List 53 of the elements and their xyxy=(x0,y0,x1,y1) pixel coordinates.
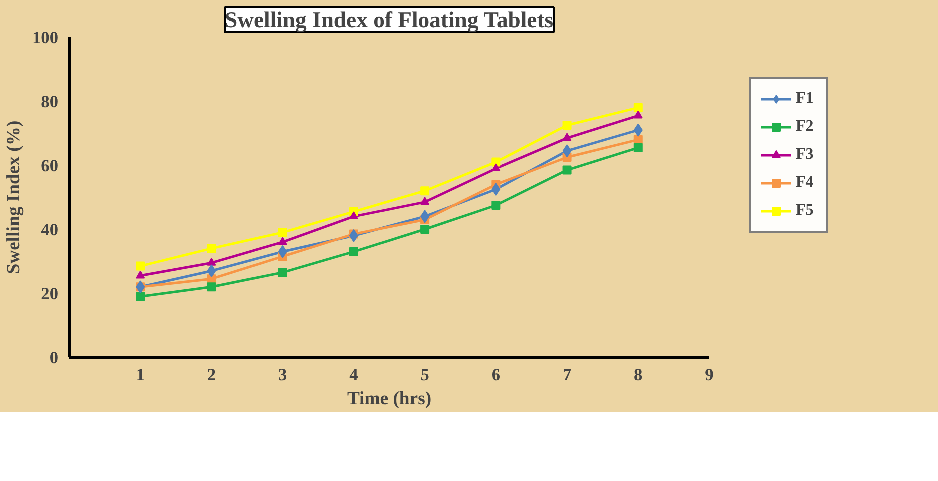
x-tick-label: 3 xyxy=(278,366,288,384)
point xyxy=(136,270,146,279)
point xyxy=(136,292,146,302)
legend-label: F2 xyxy=(796,118,815,136)
legend-label: F3 xyxy=(796,146,815,164)
point xyxy=(278,245,288,258)
point xyxy=(207,282,216,292)
x-tick-label: 7 xyxy=(562,366,572,384)
legend-label: F1 xyxy=(796,90,815,108)
point xyxy=(349,212,358,220)
point xyxy=(420,197,430,206)
y-tick-label: 20 xyxy=(41,284,58,304)
x-tick-label: 5 xyxy=(420,366,430,384)
point xyxy=(634,124,643,137)
point xyxy=(420,225,430,234)
point xyxy=(420,210,430,224)
point xyxy=(492,164,501,172)
legend-label: F5 xyxy=(796,202,815,220)
y-tick-label: 80 xyxy=(41,92,58,112)
point xyxy=(136,262,146,271)
y-tick-label: 100 xyxy=(32,28,59,48)
point xyxy=(349,247,358,256)
x-tick-label: 6 xyxy=(492,366,501,384)
point xyxy=(634,103,643,112)
legend-label: F4 xyxy=(796,174,815,192)
point xyxy=(492,158,501,167)
point xyxy=(562,121,572,130)
point xyxy=(562,144,572,158)
x-tick-label: 9 xyxy=(705,366,714,384)
point xyxy=(278,268,288,278)
point xyxy=(562,133,572,142)
point xyxy=(278,237,288,246)
point xyxy=(349,229,358,242)
point xyxy=(634,110,643,119)
x-tick-label: 8 xyxy=(634,366,644,384)
point xyxy=(278,228,288,238)
point xyxy=(492,201,501,210)
y-tick-label: 0 xyxy=(50,348,59,368)
point xyxy=(207,244,216,254)
point xyxy=(207,264,216,278)
x-tick-label: 2 xyxy=(207,366,216,384)
point xyxy=(492,183,501,196)
x-tick-label: 4 xyxy=(350,366,359,384)
point xyxy=(420,186,430,196)
point xyxy=(207,258,216,266)
y-tick-label: 60 xyxy=(41,156,58,176)
chart-title: Swelling Index of Floating Tablets xyxy=(225,8,554,32)
y-axis-title: Swelling Index (%) xyxy=(4,120,25,274)
point xyxy=(562,166,572,175)
y-tick-label: 40 xyxy=(41,220,58,240)
x-tick-label: 1 xyxy=(136,366,145,384)
point xyxy=(634,143,643,152)
x-axis-title: Time (hrs) xyxy=(347,388,432,410)
